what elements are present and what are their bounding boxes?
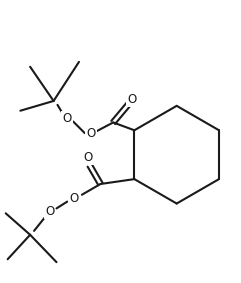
Text: O: O <box>127 93 136 106</box>
Text: O: O <box>63 112 72 125</box>
Text: O: O <box>69 192 79 205</box>
Text: O: O <box>45 205 54 218</box>
Text: O: O <box>83 151 92 164</box>
Text: O: O <box>86 127 95 140</box>
